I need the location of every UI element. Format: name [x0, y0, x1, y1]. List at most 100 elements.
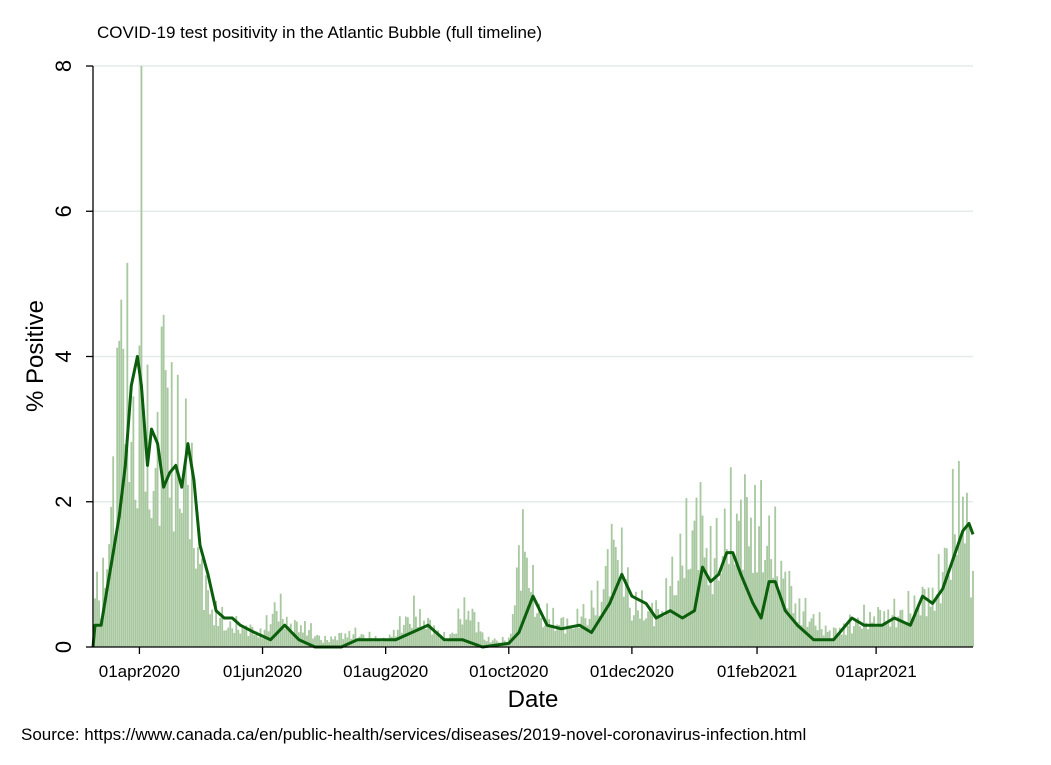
x-tick-label: 01dec2020 — [590, 662, 674, 681]
bar — [382, 637, 385, 647]
bar — [372, 641, 375, 647]
bar — [695, 497, 698, 647]
bar — [221, 606, 224, 647]
bar — [534, 616, 536, 647]
bar — [590, 590, 593, 647]
bar — [752, 572, 754, 647]
bar — [190, 442, 193, 647]
bar — [108, 544, 111, 647]
bar — [308, 630, 310, 647]
bar — [429, 619, 431, 647]
bar — [164, 370, 167, 647]
x-tick-label: 01feb2021 — [717, 662, 797, 681]
bar — [528, 587, 530, 647]
bar — [673, 595, 676, 647]
bar — [316, 635, 318, 647]
bar — [257, 637, 260, 647]
bar — [530, 591, 532, 647]
bar — [614, 547, 617, 647]
bar — [281, 618, 284, 647]
bar — [287, 626, 290, 647]
source-note: Source: https://www.canada.ca/en/public-… — [21, 725, 806, 744]
bar — [400, 632, 403, 647]
x-axis-ticks: 01apr2020 01jun2020 01aug2020 01oct2020 01de… — [99, 647, 917, 681]
bar — [197, 547, 199, 647]
bar — [820, 629, 823, 647]
bar — [760, 480, 762, 647]
bar — [778, 595, 781, 647]
bar — [299, 625, 302, 647]
bar — [158, 525, 161, 647]
bar — [340, 632, 343, 647]
bar — [857, 617, 859, 647]
bar — [794, 603, 797, 647]
bar — [229, 621, 232, 647]
bar — [364, 638, 367, 647]
bar — [737, 520, 740, 647]
bar — [630, 620, 633, 647]
bar — [959, 536, 962, 647]
bar — [138, 345, 141, 647]
bar — [818, 612, 821, 647]
bar — [184, 398, 187, 647]
bar — [788, 570, 791, 647]
bar — [320, 639, 322, 647]
bar — [166, 387, 169, 647]
bar — [118, 340, 121, 647]
bar — [897, 616, 900, 647]
bar — [923, 589, 926, 647]
bar — [568, 625, 571, 647]
bar — [203, 609, 205, 647]
bar — [213, 625, 216, 647]
bar — [172, 531, 175, 647]
bar — [798, 598, 801, 647]
bar — [560, 618, 563, 647]
bar — [463, 597, 466, 647]
bar — [431, 634, 433, 647]
bar — [524, 551, 526, 647]
bar — [447, 640, 450, 647]
bar — [223, 630, 226, 647]
bar — [733, 564, 736, 647]
bar — [814, 625, 817, 647]
bar — [96, 571, 98, 647]
bar — [895, 627, 898, 647]
bar — [481, 632, 484, 647]
bar — [677, 580, 680, 647]
bar — [832, 627, 835, 647]
bar — [925, 616, 928, 647]
bar — [273, 602, 276, 647]
bar — [122, 348, 125, 647]
bar — [94, 598, 96, 647]
bar — [501, 636, 504, 647]
bar — [893, 598, 896, 647]
bar — [887, 609, 890, 647]
bar — [366, 640, 369, 647]
bar — [536, 613, 538, 647]
bar — [517, 545, 520, 647]
bar — [295, 621, 298, 647]
bar — [469, 620, 472, 647]
bar — [955, 554, 958, 647]
bar — [848, 614, 851, 647]
bar — [859, 626, 861, 647]
bar — [322, 642, 324, 647]
bar — [689, 568, 692, 647]
bar — [338, 633, 341, 647]
bar — [804, 597, 807, 647]
bar — [178, 508, 181, 647]
bar — [378, 638, 381, 647]
bar — [855, 621, 857, 647]
bar — [425, 628, 427, 647]
bar — [633, 615, 635, 647]
bar — [711, 594, 714, 647]
bar — [655, 600, 658, 647]
bar — [342, 638, 345, 647]
bar — [279, 593, 282, 647]
bar — [136, 508, 139, 647]
bar — [570, 627, 573, 647]
bar — [562, 617, 565, 647]
bar — [245, 625, 248, 647]
bar — [713, 558, 716, 647]
